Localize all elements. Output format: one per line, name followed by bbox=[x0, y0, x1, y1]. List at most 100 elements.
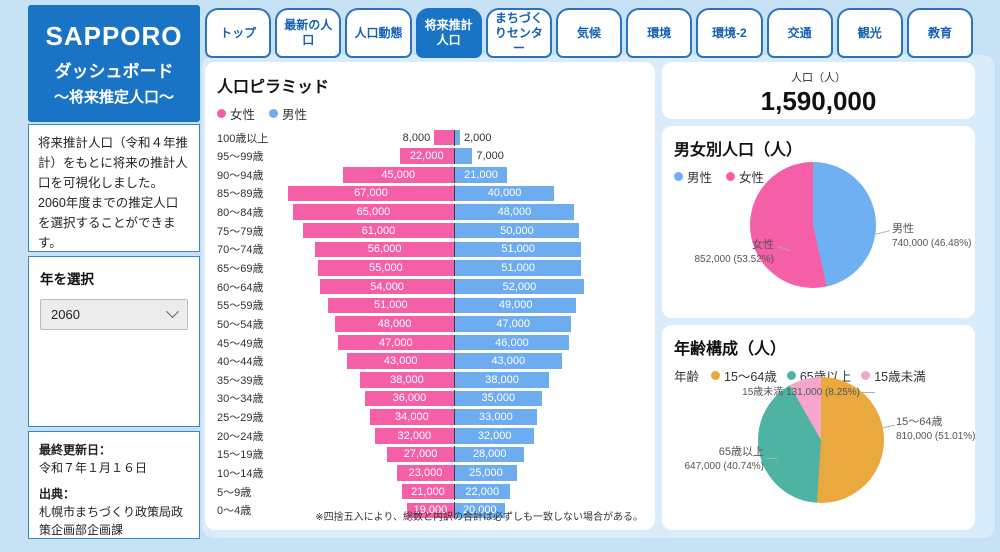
total-population-card: 人口（人） 1,590,000 bbox=[662, 62, 975, 119]
female-bar-55～59歳[interactable]: 51,000 bbox=[327, 297, 454, 314]
pyramid-row: 35～39歳 38,000 38,000 bbox=[217, 371, 643, 388]
bar-value-label: 47,000 bbox=[496, 317, 531, 330]
female-bar-90～94歳[interactable]: 45,000 bbox=[342, 167, 454, 183]
male-bar-30～34歳[interactable]: 35,000 bbox=[455, 390, 542, 407]
male-bar-55～59歳[interactable]: 49,000 bbox=[455, 297, 577, 314]
legend-item-male: 男性 bbox=[269, 104, 307, 123]
female-legend-dot-icon bbox=[726, 172, 736, 181]
female-half: 45,000 bbox=[271, 166, 455, 183]
male-bar-40～44歳[interactable]: 43,000 bbox=[455, 353, 562, 369]
male-half: 7,000 bbox=[455, 148, 639, 164]
female-bar-60～64歳[interactable]: 54,000 bbox=[320, 278, 454, 295]
male-half: 33,000 bbox=[455, 409, 639, 425]
female-bar-50～54歳[interactable]: 48,000 bbox=[335, 316, 454, 332]
pyramid-row: 25～29歳 34,000 33,000 bbox=[217, 409, 643, 426]
male-bar-5～9歳[interactable]: 22,000 bbox=[455, 483, 510, 500]
male-bar-35～39歳[interactable]: 38,000 bbox=[455, 372, 550, 388]
male-bar-10～14歳[interactable]: 25,000 bbox=[455, 465, 517, 481]
pyramid-row: 10～14歳 23,000 25,000 bbox=[217, 465, 643, 482]
female-bar-0～4歳[interactable]: 19,000 bbox=[406, 502, 454, 519]
age-group-label: 85～89歳 bbox=[217, 188, 264, 201]
gender-pie-chart[interactable] bbox=[750, 162, 876, 288]
bar-value-label: 46,000 bbox=[495, 336, 529, 349]
female-bar-20～24歳[interactable]: 32,000 bbox=[374, 428, 454, 444]
male-bar-85～89歳[interactable]: 40,000 bbox=[455, 185, 555, 202]
male-bar-50～54歳[interactable]: 47,000 bbox=[455, 316, 572, 332]
age-group-label: 10～14歳 bbox=[217, 468, 264, 481]
pyramid-row: 75～79歳 61,000 50,000 bbox=[217, 222, 643, 239]
female-bar-5～9歳[interactable]: 21,000 bbox=[401, 483, 454, 500]
female-bar-100歳以上[interactable] bbox=[434, 129, 454, 146]
bar-value-label: 43,000 bbox=[491, 355, 526, 368]
working-age-leader-line bbox=[882, 424, 895, 429]
rounding-note: ※四捨五入により、総数と内訳の合計は必ずしも一致しない場合がある。 bbox=[315, 512, 643, 523]
population-pyramid-card: 人口ピラミッド 女性 男性 100歳以上 8,000 2,000 95～99歳 22,0… bbox=[205, 62, 655, 530]
tab-2[interactable]: 人口動態 bbox=[345, 8, 412, 58]
age-composition-card: 年齢構成（人） 年齢 15～64歳 65歳以上 15歳未満 15歳未満 131,… bbox=[662, 325, 976, 530]
male-leader-line bbox=[875, 230, 890, 235]
source-label: 出典： bbox=[39, 487, 76, 501]
female-bar-40～44歳[interactable]: 43,000 bbox=[347, 353, 454, 369]
female-bar-95～99歳[interactable]: 22,000 bbox=[399, 148, 454, 164]
bar-value-label: 2,000 bbox=[463, 131, 492, 144]
female-bar-10～14歳[interactable]: 23,000 bbox=[397, 465, 454, 481]
female-half: 36,000 bbox=[271, 390, 455, 407]
male-bar-80～84歳[interactable]: 48,000 bbox=[455, 204, 574, 220]
male-bar-90～94歳[interactable]: 21,000 bbox=[455, 167, 508, 183]
age-group-label: 20～24歳 bbox=[217, 430, 264, 443]
bar-value-label: 20,000 bbox=[462, 504, 497, 517]
male-bar-0～4歳[interactable]: 20,000 bbox=[455, 502, 505, 519]
gender-legend: 男性 女性 bbox=[674, 167, 963, 186]
male-bar-70～74歳[interactable]: 51,000 bbox=[455, 241, 582, 258]
female-bar-80～84歳[interactable]: 65,000 bbox=[292, 204, 454, 220]
female-bar-70～74歳[interactable]: 56,000 bbox=[315, 241, 454, 258]
female-bar-75～79歳[interactable]: 61,000 bbox=[302, 222, 454, 239]
bar-value-label: 52,000 bbox=[502, 280, 537, 293]
tab-6[interactable]: 環境 bbox=[626, 8, 693, 58]
male-bar-25～29歳[interactable]: 33,000 bbox=[455, 409, 537, 425]
pyramid-row: 100歳以上 8,000 2,000 bbox=[217, 129, 643, 146]
tab-5[interactable]: 気候 bbox=[555, 8, 623, 58]
male-bar-65～69歳[interactable]: 51,000 bbox=[455, 260, 582, 276]
female-bar-15～19歳[interactable]: 27,000 bbox=[387, 446, 454, 463]
female-bar-85～89歳[interactable]: 67,000 bbox=[288, 185, 454, 202]
tab-4[interactable]: まちづくりセンター bbox=[485, 8, 552, 58]
male-bar-75～79歳[interactable]: 50,000 bbox=[455, 222, 579, 239]
male-bar-100歳以上[interactable] bbox=[455, 129, 460, 146]
working-age-label: 15～64歳 bbox=[724, 370, 777, 384]
year-select-dropdown[interactable]: 2060 bbox=[40, 299, 188, 330]
bar-value-label: 51,000 bbox=[374, 299, 408, 312]
senior-leader-line bbox=[766, 458, 777, 459]
female-half: 61,000 bbox=[271, 222, 455, 239]
male-bar-45～49歳[interactable]: 46,000 bbox=[455, 334, 569, 351]
legend-female-label: 女性 bbox=[230, 108, 256, 122]
male-half: 32,000 bbox=[455, 428, 639, 444]
male-slice-label: 男性 740,000 (46.48%) bbox=[892, 223, 972, 249]
female-bar-65～69歳[interactable]: 55,000 bbox=[317, 260, 454, 276]
female-bar-45～49歳[interactable]: 47,000 bbox=[337, 334, 454, 351]
female-bar-30～34歳[interactable]: 36,000 bbox=[364, 390, 454, 407]
tab-9[interactable]: 観光 bbox=[836, 8, 903, 58]
tab-10[interactable]: 教育 bbox=[906, 8, 974, 58]
female-bar-35～39歳[interactable]: 38,000 bbox=[359, 372, 454, 388]
age-group-label: 100歳以上 bbox=[217, 132, 269, 145]
age-pie-chart[interactable] bbox=[758, 377, 884, 503]
male-bar-95～99歳[interactable] bbox=[455, 148, 473, 164]
female-bar-25～29歳[interactable]: 34,000 bbox=[369, 409, 454, 425]
chevron-down-icon bbox=[166, 305, 179, 319]
age-group-label: 25～29歳 bbox=[217, 412, 264, 425]
bar-value-label: 45,000 bbox=[381, 168, 416, 181]
tab-0[interactable]: トップ bbox=[205, 8, 272, 58]
male-bar-60～64歳[interactable]: 52,000 bbox=[455, 278, 584, 295]
legend-item-female: 女性 bbox=[217, 104, 255, 123]
pyramid-row: 15～19歳 27,000 28,000 bbox=[217, 446, 643, 463]
male-bar-15～19歳[interactable]: 28,000 bbox=[455, 446, 525, 463]
age-group-label: 80～84歳 bbox=[217, 207, 264, 220]
male-bar-20～24歳[interactable]: 32,000 bbox=[455, 428, 535, 444]
legend-female-label: 女性 bbox=[739, 171, 765, 185]
tab-7[interactable]: 環境-2 bbox=[696, 8, 763, 58]
tab-8[interactable]: 交通 bbox=[766, 8, 833, 58]
tab-1[interactable]: 最新の人口 bbox=[275, 8, 342, 58]
tab-3-active[interactable]: 将来推計人口 bbox=[415, 8, 482, 58]
pyramid-row: 90～94歳 45,000 21,000 bbox=[217, 166, 643, 183]
